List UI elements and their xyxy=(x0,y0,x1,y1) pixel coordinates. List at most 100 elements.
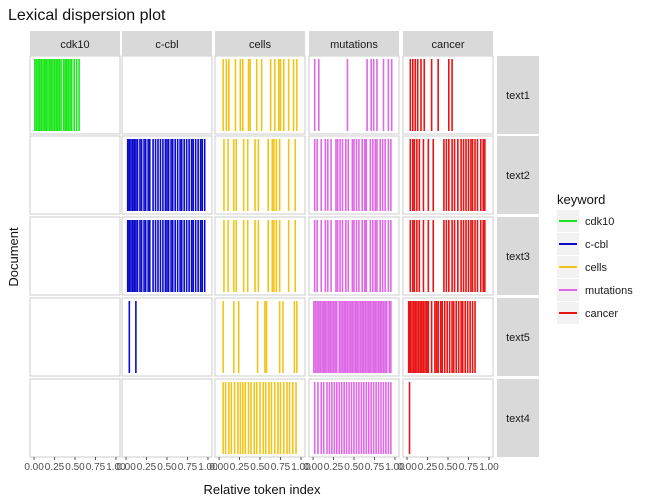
panel-text3-cancer xyxy=(402,216,494,296)
legend: keyword cdk10 c-cbl cells mutations cancer xyxy=(557,192,633,324)
x-tick-label: 0.00 xyxy=(116,462,136,473)
x-tick-label: 0.25 xyxy=(324,462,344,473)
panel-text2-c-cbl xyxy=(121,135,213,215)
x-tick-label: 0.25 xyxy=(137,462,157,473)
panel-text5-mutations xyxy=(308,297,400,377)
x-tick-label: 0.50 xyxy=(250,462,270,473)
x-tick-label: 0.25 xyxy=(418,462,438,473)
strip-text4 xyxy=(497,379,539,457)
strip-text3 xyxy=(497,217,539,295)
x-axis-ticks: 0.00 0.25 0.50 0.75 1.000.00 0.25 0.50 0.75 1.00… xyxy=(24,457,499,473)
panel-background xyxy=(214,216,306,296)
strip-cells xyxy=(215,31,305,56)
panel-text1-mutations xyxy=(308,55,400,135)
legend-item-cdk10: cdk10 xyxy=(557,210,614,232)
legend-label: cdk10 xyxy=(585,216,614,228)
strip-mutations xyxy=(309,31,399,56)
panel-text3-mutations xyxy=(308,216,400,296)
panel-text1-cells xyxy=(214,55,306,135)
panel-background xyxy=(214,55,306,135)
strip-label-c-cbl: c-cbl xyxy=(155,39,178,51)
strip-label-cdk10: cdk10 xyxy=(60,39,89,51)
x-tick-label: 0.75 xyxy=(459,462,479,473)
x-tick-label: 0.50 xyxy=(344,462,364,473)
panel-background xyxy=(29,297,121,377)
panel-text2-mutations xyxy=(308,135,400,215)
legend-title: keyword xyxy=(557,192,605,207)
strip-label-cells: cells xyxy=(249,39,272,51)
legend-label: cells xyxy=(585,262,608,274)
x-tick-label: 0.00 xyxy=(397,462,417,473)
x-tick-label: 0.50 xyxy=(438,462,458,473)
panel-text3-cells xyxy=(214,216,306,296)
panel-text1-cdk10 xyxy=(29,55,121,135)
legend-label: mutations xyxy=(585,285,633,297)
x-axis-label: Relative token index xyxy=(203,482,321,497)
panel-background xyxy=(308,55,400,135)
x-tick-label: 0.00 xyxy=(24,462,44,473)
panel-text1-c-cbl xyxy=(121,55,213,135)
panel-background xyxy=(402,55,494,135)
strip-c-cbl xyxy=(122,31,212,56)
x-tick-label: 1.00 xyxy=(385,462,405,473)
panel-text5-cells xyxy=(214,297,306,377)
panel-text4-mutations xyxy=(308,378,400,458)
x-tick-label: 1.00 xyxy=(198,462,218,473)
panel-text1-cancer xyxy=(402,55,494,135)
panel-background xyxy=(214,297,306,377)
panel-text2-cells xyxy=(214,135,306,215)
panel-text3-c-cbl xyxy=(121,216,213,296)
panel-background xyxy=(29,216,121,296)
panel-text3-cdk10 xyxy=(29,216,121,296)
panel-background xyxy=(402,378,494,458)
strip-text2 xyxy=(497,136,539,214)
panel-background xyxy=(121,297,213,377)
x-tick-label: 0.75 xyxy=(86,462,106,473)
strip-text5 xyxy=(497,298,539,376)
panel-background xyxy=(29,135,121,215)
panel-text4-cells xyxy=(214,378,306,458)
panel-background xyxy=(121,55,213,135)
strip-label-text2: text2 xyxy=(506,170,530,182)
strip-text1 xyxy=(497,56,539,134)
legend-label: cancer xyxy=(585,308,618,320)
strip-label-text3: text3 xyxy=(506,251,530,263)
panel-text4-cdk10 xyxy=(29,378,121,458)
panel-text5-cancer xyxy=(402,297,494,377)
strip-label-mutations: mutations xyxy=(330,39,378,51)
chart-title: Lexical dispersion plot xyxy=(8,7,166,24)
strip-cdk10 xyxy=(30,31,120,56)
x-tick-label: 0.50 xyxy=(157,462,177,473)
x-tick-label: 0.25 xyxy=(45,462,65,473)
strip-cancer xyxy=(403,31,493,56)
panel-background xyxy=(214,135,306,215)
panel-text5-cdk10 xyxy=(29,297,121,377)
panel-text5-c-cbl xyxy=(121,297,213,377)
x-tick-label: 1.00 xyxy=(106,462,126,473)
x-tick-label: 0.00 xyxy=(303,462,323,473)
y-axis-label: Document xyxy=(6,227,21,287)
strip-label-text4: text4 xyxy=(506,413,530,425)
x-tick-label: 0.75 xyxy=(178,462,198,473)
x-tick-label: 0.00 xyxy=(209,462,229,473)
legend-item-cancer: cancer xyxy=(557,302,618,324)
x-tick-label: 1.00 xyxy=(291,462,311,473)
panel-background xyxy=(29,378,121,458)
legend-item-mutations: mutations xyxy=(557,279,633,301)
x-tick-label: 1.00 xyxy=(479,462,499,473)
strip-label-cancer: cancer xyxy=(431,39,464,51)
x-tick-label: 0.75 xyxy=(365,462,385,473)
facet-strips: cdk10 c-cbl cells mutations cancer text1 text2… xyxy=(30,31,539,457)
legend-label: c-cbl xyxy=(585,239,608,251)
panel-text4-c-cbl xyxy=(121,378,213,458)
panel-text2-cdk10 xyxy=(29,135,121,215)
panel-text4-cancer xyxy=(402,378,494,458)
strip-label-text5: text5 xyxy=(506,332,530,344)
x-tick-label: 0.25 xyxy=(230,462,250,473)
legend-item-c-cbl: c-cbl xyxy=(557,233,608,255)
x-tick-label: 0.50 xyxy=(65,462,85,473)
strip-label-text1: text1 xyxy=(506,90,530,102)
legend-item-cells: cells xyxy=(557,256,608,278)
facet-panels xyxy=(29,55,494,458)
x-tick-label: 0.75 xyxy=(271,462,291,473)
